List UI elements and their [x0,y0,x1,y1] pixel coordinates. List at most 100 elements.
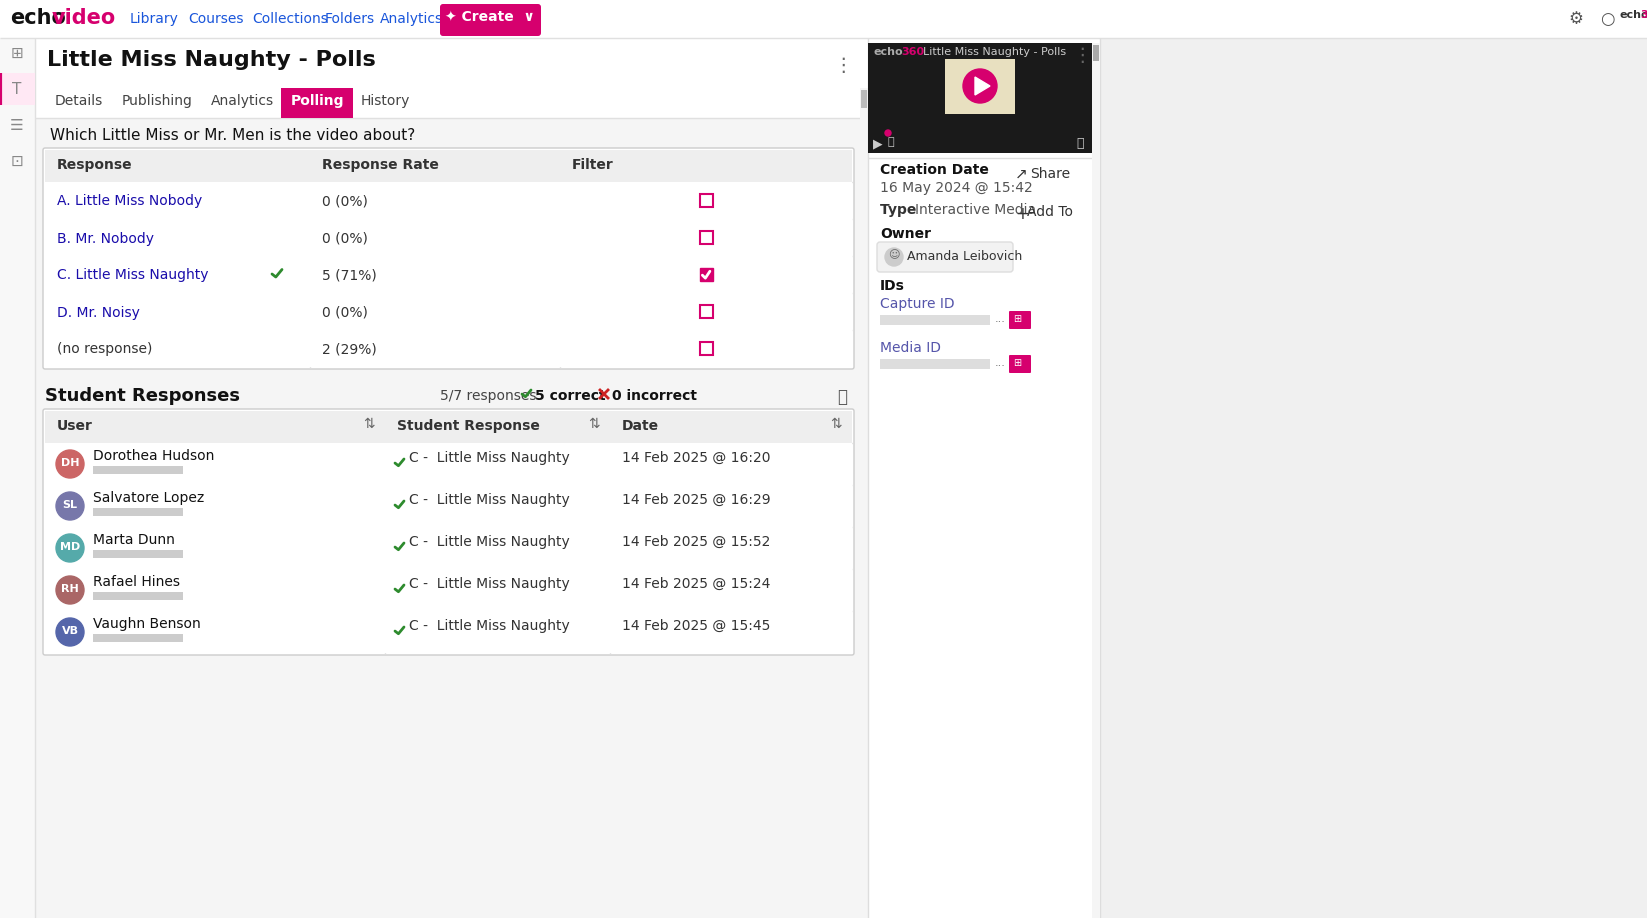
Bar [700,231,713,244]
Bar [945,59,1015,114]
Bar [92,466,183,474]
FancyBboxPatch shape [440,4,540,36]
Bar [1092,43,1100,918]
FancyBboxPatch shape [1010,355,1031,373]
Text: Marta Dunn: Marta Dunn [92,533,175,547]
Text: Little Miss Naughty - Polls: Little Miss Naughty - Polls [922,47,1066,57]
Bar [92,634,183,642]
Text: 0 (0%): 0 (0%) [323,306,367,319]
Text: RH: RH [61,584,79,594]
Circle shape [963,69,996,103]
Bar [861,90,866,108]
Text: Date: Date [623,419,659,433]
Text: ⚙: ⚙ [1568,10,1583,28]
Bar [35,38,868,88]
Text: 0 incorrect: 0 incorrect [613,389,697,403]
Text: D. Mr. Noisy: D. Mr. Noisy [58,306,140,319]
Circle shape [884,248,903,266]
Text: Response: Response [58,158,133,172]
Bar [44,611,851,653]
Bar [879,359,990,369]
Text: +: + [1015,205,1029,223]
Text: ⊞: ⊞ [10,46,23,61]
Bar [879,315,990,325]
Text: C -  Little Miss Naughty: C - Little Miss Naughty [408,493,570,507]
Circle shape [56,618,84,646]
Text: 14 Feb 2025 @ 16:29: 14 Feb 2025 @ 16:29 [623,493,771,507]
Bar [868,43,1092,153]
Bar [44,527,851,569]
Text: Analytics: Analytics [211,94,273,108]
FancyBboxPatch shape [43,409,855,655]
Text: 360: 360 [1640,10,1647,20]
Text: B. Mr. Nobody: B. Mr. Nobody [58,231,155,245]
Text: ⛶: ⛶ [1077,137,1084,150]
Text: ⇅: ⇅ [362,417,374,431]
Bar [700,268,713,281]
Text: 0 (0%): 0 (0%) [323,231,367,245]
Text: 2 (29%): 2 (29%) [323,342,377,356]
Text: Rafael Hines: Rafael Hines [92,575,180,589]
Bar [44,443,851,485]
Text: C -  Little Miss Naughty: C - Little Miss Naughty [408,535,570,549]
Text: T: T [12,82,21,97]
FancyBboxPatch shape [1010,311,1031,329]
Text: MD: MD [59,542,81,552]
Text: ⊡: ⊡ [10,154,23,169]
Bar [92,550,183,558]
Text: 14 Feb 2025 @ 15:24: 14 Feb 2025 @ 15:24 [623,577,771,591]
Text: ⋮: ⋮ [1072,46,1092,65]
Text: User: User [58,419,92,433]
Bar [1100,38,1647,918]
Text: video: video [53,8,117,28]
Text: Salvatore Lopez: Salvatore Lopez [92,491,204,505]
Text: Vaughn Benson: Vaughn Benson [92,617,201,631]
Text: Little Miss Naughty - Polls: Little Miss Naughty - Polls [48,50,376,70]
Bar [44,569,851,611]
Text: Folders: Folders [324,12,376,26]
Bar [92,592,183,600]
FancyBboxPatch shape [43,148,855,369]
Text: Collections: Collections [252,12,328,26]
Circle shape [56,492,84,520]
Text: C -  Little Miss Naughty: C - Little Miss Naughty [408,577,570,591]
Text: 16 May 2024 @ 15:42: 16 May 2024 @ 15:42 [879,181,1033,195]
Circle shape [56,534,84,562]
Polygon shape [975,77,990,95]
Text: ...: ... [995,314,1006,324]
Text: ⋮: ⋮ [833,56,853,75]
Text: Student Response: Student Response [397,419,540,433]
Text: Add To: Add To [1028,205,1072,219]
Bar [44,293,851,330]
Text: Dorothea Hudson: Dorothea Hudson [92,449,214,463]
Text: C -  Little Miss Naughty: C - Little Miss Naughty [408,451,570,465]
Bar [700,305,713,318]
Text: ☰: ☰ [10,118,23,133]
Text: ⊞: ⊞ [1013,314,1021,324]
Text: 🔊: 🔊 [888,137,894,147]
Text: ○: ○ [1599,10,1614,28]
Bar [860,88,868,918]
Text: Publishing: Publishing [122,94,193,108]
Bar [44,411,851,443]
Text: Media ID: Media ID [879,341,940,355]
Text: Courses: Courses [188,12,244,26]
Bar [44,150,851,182]
Bar [44,256,851,293]
Text: SL: SL [63,500,77,510]
Bar [44,182,851,219]
Bar [868,38,1100,918]
Text: 360: 360 [901,47,924,57]
Text: Polling: Polling [290,94,344,108]
Text: Owner: Owner [879,227,931,241]
Text: (no response): (no response) [58,342,153,356]
Text: Type: Type [879,203,921,217]
Text: echo: echo [10,8,66,28]
Text: Amanda Leibovich: Amanda Leibovich [907,250,1023,263]
Text: 5 correct: 5 correct [535,389,606,403]
Bar [35,118,868,918]
Text: Student Responses: Student Responses [44,387,240,405]
Bar [282,88,352,118]
Text: ...: ... [995,358,1006,368]
Text: ✦ Create  ∨: ✦ Create ∨ [445,11,535,25]
